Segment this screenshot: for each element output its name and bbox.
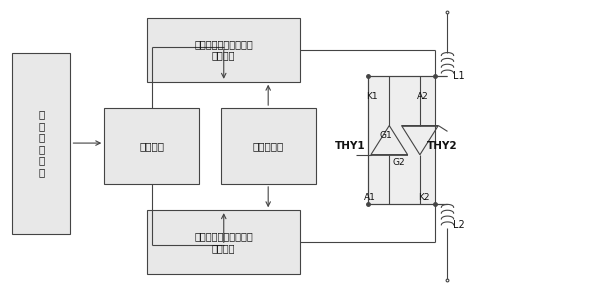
Text: K2: K2 (419, 193, 430, 201)
Text: L2: L2 (452, 220, 465, 230)
Bar (147, 18, 300, 82)
Text: K1: K1 (367, 92, 378, 101)
Text: 与输出电压负向同步的
驱动信号: 与输出电压负向同步的 驱动信号 (194, 232, 253, 253)
Text: L1: L1 (453, 71, 464, 81)
Text: THY1: THY1 (335, 141, 366, 151)
Text: 与输出电压正向同步的
驱动信号: 与输出电压正向同步的 驱动信号 (194, 39, 253, 60)
Text: 信号处理: 信号处理 (139, 141, 164, 151)
Bar (221, 108, 316, 184)
Text: A1: A1 (364, 193, 376, 201)
Bar (368, 76, 435, 204)
Bar (147, 210, 300, 274)
Bar (104, 108, 199, 184)
Text: A2: A2 (417, 92, 429, 101)
Text: G1: G1 (380, 131, 392, 140)
Text: 占空比控制: 占空比控制 (253, 141, 284, 151)
Text: THY2: THY2 (427, 141, 458, 151)
Bar (12, 53, 70, 234)
Text: G2: G2 (392, 158, 405, 166)
Text: 输
出
电
压
采
样: 输 出 电 压 采 样 (38, 109, 45, 177)
